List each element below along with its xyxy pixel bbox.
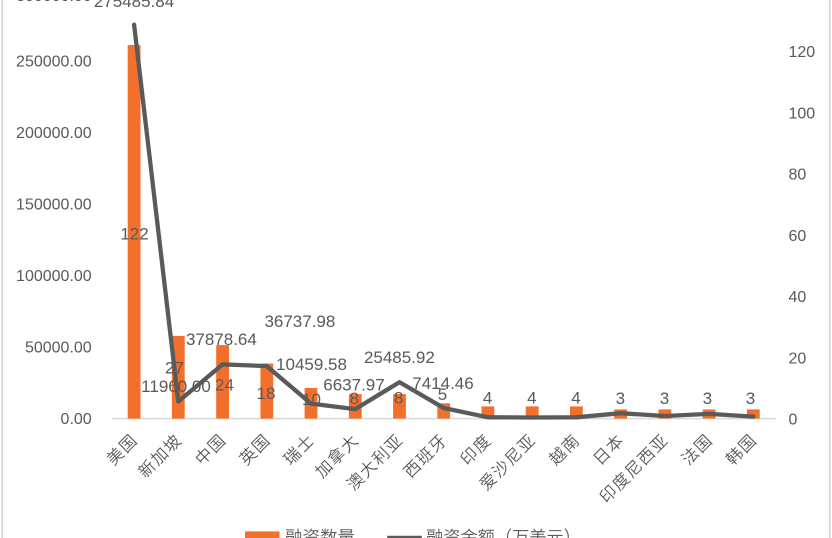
- svg-text:80: 80: [789, 167, 807, 184]
- svg-text:37878.64: 37878.64: [186, 330, 257, 349]
- svg-text:250000.00: 250000.00: [16, 54, 92, 71]
- svg-text:0: 0: [789, 412, 798, 429]
- svg-text:25485.92: 25485.92: [364, 348, 435, 367]
- svg-text:0.00: 0.00: [61, 411, 92, 428]
- svg-text:300000.00: 300000.00: [16, 0, 92, 5]
- svg-text:7414.46: 7414.46: [412, 374, 473, 393]
- svg-text:275485.84: 275485.84: [94, 0, 174, 11]
- svg-text:6637.97: 6637.97: [323, 376, 384, 395]
- svg-text:20: 20: [789, 350, 807, 367]
- svg-text:150000.00: 150000.00: [16, 197, 92, 214]
- svg-text:122: 122: [120, 225, 148, 244]
- svg-text:24: 24: [215, 376, 234, 395]
- svg-text:18: 18: [257, 384, 276, 403]
- svg-text:10459.58: 10459.58: [276, 355, 347, 374]
- svg-text:50000.00: 50000.00: [25, 340, 92, 357]
- svg-text:200000.00: 200000.00: [16, 125, 92, 142]
- svg-text:60: 60: [789, 228, 807, 245]
- svg-text:40: 40: [789, 289, 807, 306]
- svg-text:5: 5: [438, 385, 447, 404]
- svg-text:36737.98: 36737.98: [264, 312, 335, 331]
- svg-text:10: 10: [302, 390, 321, 409]
- svg-text:4: 4: [571, 389, 580, 408]
- svg-text:3: 3: [746, 389, 755, 408]
- svg-text:27: 27: [165, 359, 184, 378]
- svg-text:120: 120: [789, 44, 816, 61]
- svg-text:3: 3: [703, 389, 712, 408]
- svg-text:4: 4: [483, 389, 492, 408]
- svg-text:11960.00: 11960.00: [141, 377, 211, 396]
- svg-text:100: 100: [789, 106, 816, 123]
- svg-text:100000.00: 100000.00: [16, 268, 92, 285]
- svg-text:3: 3: [616, 389, 625, 408]
- svg-text:8: 8: [349, 389, 358, 408]
- svg-text:4: 4: [527, 389, 536, 408]
- svg-text:3: 3: [660, 389, 669, 408]
- svg-text:8: 8: [394, 389, 403, 408]
